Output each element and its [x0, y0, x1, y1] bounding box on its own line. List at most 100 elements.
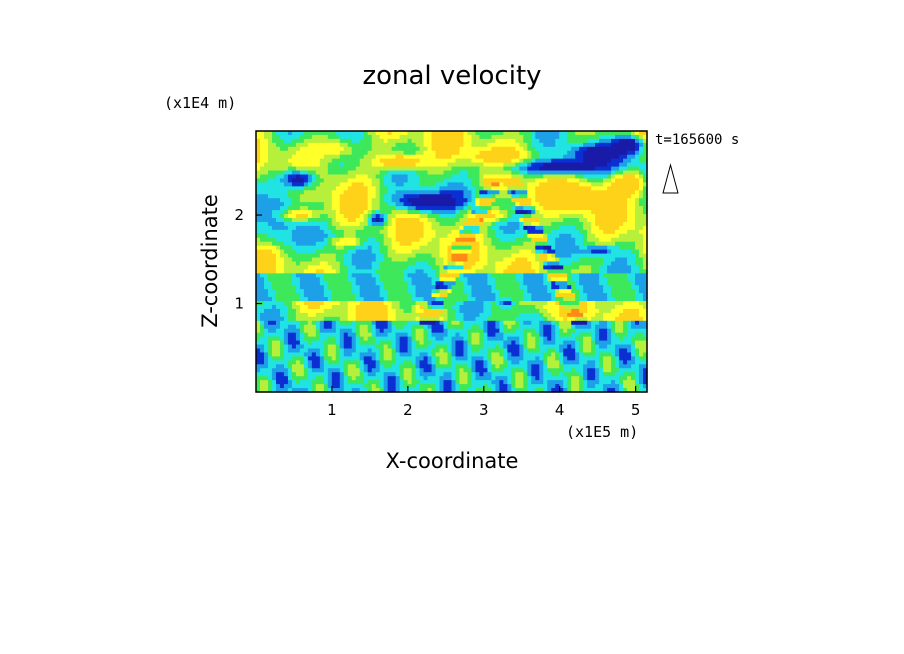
field-cell	[387, 202, 393, 207]
field-cell	[495, 158, 500, 164]
field-cell	[291, 225, 297, 231]
field-cell	[331, 324, 337, 330]
field-cell	[455, 257, 461, 263]
field-cell	[535, 131, 540, 136]
field-cell	[355, 328, 361, 334]
field-cell	[639, 194, 644, 199]
field-cell	[359, 253, 365, 259]
field-cell	[547, 245, 552, 251]
field-cell	[311, 305, 317, 310]
field-cell	[287, 253, 293, 259]
field-cell	[591, 190, 596, 195]
field-cell	[595, 150, 600, 156]
field-cell	[583, 190, 588, 195]
field-cell	[559, 277, 564, 282]
field-cell	[339, 225, 345, 231]
field-cell	[399, 265, 405, 270]
field-cell	[375, 269, 381, 274]
field-cell	[307, 150, 313, 156]
field-cell	[351, 293, 357, 298]
field-cell	[579, 285, 584, 290]
field-cell	[311, 245, 317, 251]
field-cell	[519, 297, 524, 302]
field-cell	[535, 237, 540, 243]
field-cell	[555, 308, 560, 314]
field-cell	[315, 206, 321, 211]
field-cell	[615, 305, 620, 310]
field-cell	[435, 218, 441, 223]
field-cell	[347, 269, 353, 274]
field-cell	[375, 186, 381, 191]
field-cell	[323, 170, 329, 176]
field-cell	[475, 142, 481, 148]
field-cell	[499, 308, 504, 314]
field-cell	[595, 174, 600, 180]
field-cell	[351, 328, 357, 334]
field-cell	[567, 320, 572, 326]
field-cell	[471, 194, 477, 199]
field-cell	[627, 305, 632, 310]
field-cell	[415, 146, 421, 152]
field-cell	[559, 324, 564, 330]
field-cell	[603, 328, 608, 334]
field-cell	[363, 273, 369, 278]
field-cell	[451, 190, 457, 195]
field-cell	[383, 214, 389, 219]
field-cell	[447, 214, 453, 219]
field-cell	[343, 277, 349, 282]
field-cell	[563, 194, 568, 199]
field-cell	[555, 312, 560, 318]
field-cell	[507, 245, 512, 251]
field-cell	[551, 293, 556, 298]
field-cell	[487, 138, 492, 144]
field-cell	[563, 324, 568, 330]
field-cell	[343, 253, 349, 259]
field-cell	[431, 273, 437, 278]
field-cell	[371, 312, 377, 318]
field-cell	[415, 138, 421, 144]
field-cell	[363, 182, 369, 187]
field-cell	[371, 178, 377, 183]
field-cell	[587, 206, 592, 211]
field-cell	[623, 221, 628, 227]
field-cell	[259, 328, 265, 334]
field-cell	[335, 170, 341, 176]
field-cell	[339, 237, 345, 243]
field-cell	[423, 328, 429, 334]
field-cell	[543, 214, 548, 219]
field-cell	[499, 312, 504, 318]
field-cell	[303, 150, 309, 156]
field-cell	[395, 285, 401, 290]
field-cell	[583, 293, 588, 298]
field-cell	[427, 138, 433, 144]
field-cell	[367, 170, 373, 176]
field-cell	[355, 293, 361, 298]
field-cell	[323, 324, 329, 330]
field-cell	[371, 245, 377, 251]
field-cell	[475, 237, 481, 243]
field-cell	[323, 328, 329, 334]
field-cell	[619, 328, 624, 334]
field-cell	[307, 210, 313, 215]
field-cell	[575, 134, 580, 140]
field-cell	[599, 214, 604, 219]
field-cell	[571, 281, 576, 286]
field-cell	[511, 301, 516, 306]
field-cell	[275, 138, 281, 144]
field-cell	[311, 138, 317, 144]
field-cell	[471, 154, 477, 160]
field-cell	[547, 221, 552, 227]
field-cell	[571, 178, 576, 183]
field-cell	[591, 170, 596, 176]
field-cell	[587, 229, 592, 235]
field-cell	[515, 293, 520, 298]
field-cell	[623, 301, 628, 306]
field-cell	[379, 150, 385, 156]
field-cell	[583, 131, 588, 136]
field-cell	[323, 206, 329, 211]
field-cell	[603, 273, 608, 278]
field-cell	[527, 265, 532, 270]
field-cell	[307, 142, 313, 148]
field-cell	[451, 324, 457, 330]
field-cell	[535, 281, 540, 286]
